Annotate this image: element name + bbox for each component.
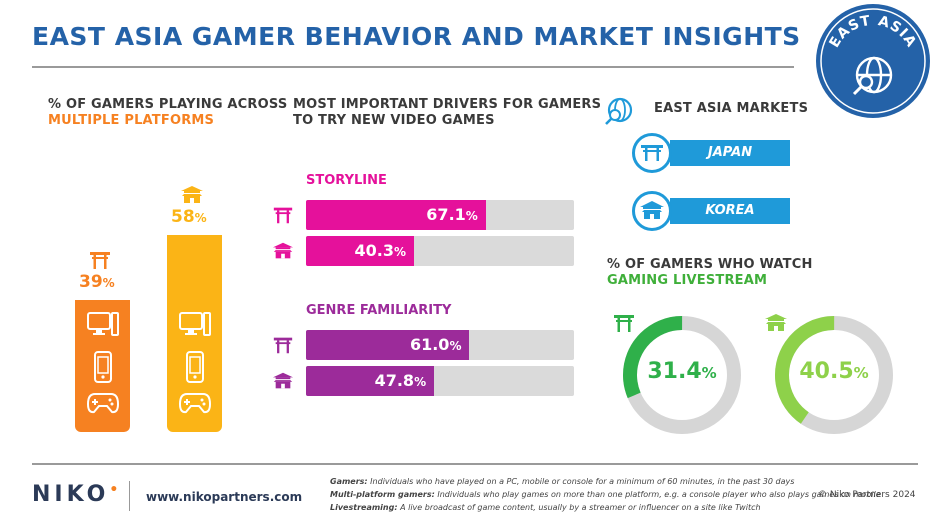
- palace-icon: [640, 201, 664, 219]
- value-number: 61.0: [409, 335, 450, 354]
- mobile-icon: [178, 350, 212, 388]
- palace-marker: [764, 311, 788, 339]
- value-unit: %: [853, 364, 869, 382]
- page-title: EAST ASIA GAMER BEHAVIOR AND MARKET INSI…: [32, 22, 801, 51]
- palace-icon: [181, 186, 203, 204]
- torii-gate-icon: [273, 207, 293, 224]
- torii-gate-icon: [614, 315, 634, 332]
- copyright: © Niko Partners 2024: [818, 490, 916, 500]
- markets-title: EAST ASIA MARKETS: [654, 101, 809, 116]
- drivers-title: MOST IMPORTANT DRIVERS FOR GAMERS TO TRY…: [293, 97, 602, 128]
- value-unit: %: [102, 275, 115, 290]
- driver-group-label: GENRE FAMILIARITY: [306, 303, 452, 318]
- footnote: Gamers: Individuals who have played on a…: [330, 477, 795, 486]
- driver-bar: 61.0%: [306, 330, 470, 360]
- footnote: Livestreaming: A live broadcast of game …: [330, 503, 761, 512]
- value-unit: %: [393, 245, 406, 259]
- gamepad-icon: [86, 390, 120, 420]
- value-unit: %: [414, 375, 427, 389]
- pc-icon: [87, 312, 119, 336]
- palace-icon: [272, 372, 294, 389]
- torii-gate-icon: [641, 145, 663, 161]
- gamepad-icon: [86, 393, 120, 414]
- value-number: 47.8: [374, 371, 415, 390]
- torii-gate-icon: [273, 337, 293, 354]
- value-number: 31.4: [647, 359, 702, 384]
- palace-marker: [272, 240, 294, 266]
- torii-gate-marker: [272, 204, 294, 230]
- title-divider: [32, 66, 794, 68]
- value-number: 67.1: [426, 205, 466, 224]
- driver-bar: 47.8%: [306, 366, 435, 396]
- palace-marker: [180, 183, 204, 211]
- multiplatform-title: % OF GAMERS PLAYING ACROSS MULTIPLE PLAT…: [48, 97, 288, 128]
- donut-value-label: 40.5%: [789, 359, 879, 384]
- globe-search-icon: [605, 97, 633, 125]
- market-japan-badge: [632, 133, 672, 173]
- platform-value-label: 58%: [171, 207, 207, 227]
- market-korea-label: KOREA: [670, 198, 790, 224]
- palace-icon: [272, 242, 294, 259]
- pc-icon: [178, 310, 212, 344]
- niko-logo: NIKO•: [32, 482, 119, 507]
- value-unit: %: [701, 364, 717, 382]
- globe-icon: [852, 56, 893, 96]
- gamepad-icon: [178, 390, 212, 420]
- footer-divider: [32, 463, 918, 465]
- driver-group-label: STORYLINE: [306, 173, 387, 188]
- footnote: Multi-platform gamers: Individuals who p…: [330, 490, 881, 499]
- mobile-icon: [186, 351, 204, 383]
- value-number: 40.3: [354, 241, 394, 260]
- value-unit: %: [465, 209, 478, 223]
- torii-gate-marker: [612, 311, 636, 339]
- torii-gate-marker: [88, 248, 112, 276]
- platform-bar: [75, 299, 130, 432]
- mobile-icon: [86, 350, 120, 388]
- livestream-title: % OF GAMERS WHO WATCH GAMING LIVESTREAM: [607, 257, 813, 288]
- donut-value-label: 31.4%: [637, 359, 727, 384]
- market-japan-label: JAPAN: [670, 140, 790, 166]
- gamepad-icon: [178, 393, 212, 414]
- footnotes: Gamers: Individuals who have played on a…: [330, 475, 881, 514]
- logo-dot: •: [109, 482, 119, 498]
- market-korea-badge: [632, 191, 672, 231]
- driver-bar: 40.3%: [306, 236, 414, 266]
- palace-icon: [765, 314, 787, 331]
- value-number: 58: [171, 207, 195, 228]
- east-asia-badge: EAST ASIA: [816, 4, 930, 118]
- torii-gate-marker: [272, 334, 294, 360]
- value-number: 40.5: [799, 359, 854, 384]
- torii-gate-icon: [90, 251, 110, 269]
- value-unit: %: [194, 211, 207, 226]
- website-link[interactable]: www.nikopartners.com: [146, 490, 303, 504]
- pc-icon: [86, 310, 120, 344]
- value-number: 39: [79, 271, 103, 292]
- pc-icon: [179, 312, 211, 336]
- footer-separator: [129, 481, 130, 511]
- palace-marker: [272, 370, 294, 396]
- mobile-icon: [94, 351, 112, 383]
- value-unit: %: [449, 339, 462, 353]
- platform-value-label: 39%: [79, 272, 115, 292]
- driver-bar: 67.1%: [306, 200, 486, 230]
